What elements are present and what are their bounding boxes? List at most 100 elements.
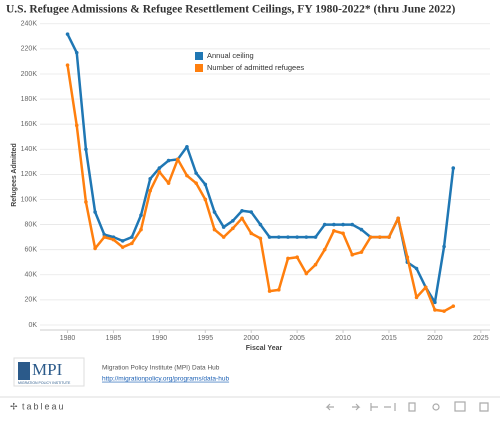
y-tick-label: 160K [21, 121, 38, 128]
x-tick-label: 1980 [60, 335, 76, 342]
y-axis-title: Refugees Admitted [11, 143, 18, 207]
legend-label: Number of admitted refugees [207, 63, 304, 72]
data-point [359, 250, 364, 254]
data-point [322, 222, 327, 227]
data-point [166, 158, 171, 163]
data-point [442, 244, 446, 249]
data-point [414, 266, 419, 271]
logo-subtext: MIGRATION POLICY INSTITUTE [18, 381, 71, 385]
legend: Annual ceiling Number of admitted refugee… [195, 51, 304, 72]
y-tick-label: 80K [25, 221, 38, 228]
data-point [166, 181, 171, 185]
data-point [322, 247, 327, 252]
data-point [332, 222, 336, 227]
logo-flag [18, 362, 30, 380]
data-point [276, 288, 281, 292]
download-button[interactable] [454, 401, 466, 412]
x-tick-label: 2020 [427, 335, 443, 342]
data-point [203, 182, 208, 187]
data-point [249, 210, 254, 214]
data-point [350, 222, 355, 227]
y-tick-label: 0K [28, 322, 37, 329]
data-point [267, 235, 272, 239]
data-point [148, 176, 153, 181]
share-button[interactable] [432, 403, 440, 411]
data-point [185, 144, 189, 149]
data-point [185, 173, 189, 178]
y-tick-label: 40K [25, 272, 38, 279]
series-line [66, 64, 454, 313]
data-point [84, 147, 88, 152]
data-point [258, 236, 263, 241]
data-point [405, 255, 410, 260]
data-point [377, 235, 382, 239]
x-tick-label: 2025 [473, 335, 489, 342]
legend-swatch [195, 52, 203, 60]
data-point [74, 50, 79, 55]
data-point [258, 222, 263, 227]
data-point [313, 235, 318, 239]
plot-area: 0K 20K 40K 60K 80K 100K 120K 140K 160K 180K 200K 22… [21, 21, 490, 342]
footer: MPI MIGRATION POLICY INSTITUTE Migration… [13, 357, 229, 387]
source-text: Migration Policy Institute (MPI) Data Hu… [102, 365, 220, 372]
data-point [65, 32, 70, 36]
chart-title: U.S. Refugee Admissions & Refugee Resett… [6, 4, 455, 16]
data-point [304, 271, 309, 276]
data-point [341, 222, 345, 227]
y-tick-label: 240K [21, 21, 38, 28]
data-point [387, 235, 391, 239]
data-point [212, 227, 217, 232]
data-point [203, 197, 208, 202]
source-link[interactable]: http://migrationpolicy.org/programs/data… [102, 376, 229, 383]
data-point [194, 171, 198, 175]
y-tick-label: 100K [21, 196, 38, 203]
data-point [332, 229, 336, 233]
data-point [350, 252, 355, 257]
x-axis-title: Fiscal Year [246, 345, 283, 352]
data-point [451, 304, 456, 308]
logo-text: MPI [32, 360, 63, 379]
data-point [111, 235, 116, 239]
toolbar: ✢ tableau [0, 396, 500, 417]
data-point [368, 235, 373, 239]
tableau-cross: ✢ [10, 401, 18, 411]
data-point [240, 208, 244, 213]
data-point [157, 170, 162, 174]
data-point [423, 285, 428, 290]
pause-button[interactable] [408, 402, 416, 412]
data-point [286, 235, 290, 239]
data-point [304, 235, 309, 239]
data-point [295, 235, 299, 239]
fullscreen-button[interactable] [479, 402, 489, 412]
data-point [249, 231, 254, 236]
y-tick-label: 120K [21, 171, 38, 178]
data-point [139, 213, 143, 217]
data-point [194, 181, 198, 185]
data-point [240, 216, 244, 221]
data-point [130, 235, 134, 239]
data-point [341, 231, 345, 236]
data-point [295, 255, 299, 260]
x-tick-label: 1995 [198, 335, 214, 342]
data-point [442, 309, 446, 313]
data-point [93, 246, 97, 251]
refresh-button[interactable] [384, 403, 396, 411]
data-point [276, 235, 281, 239]
data-point [148, 188, 153, 193]
data-point [102, 235, 107, 239]
data-point [65, 63, 70, 67]
legend-label: Annual ceiling [207, 51, 254, 60]
data-point [433, 308, 437, 312]
data-point [221, 225, 226, 229]
data-point [451, 166, 456, 170]
redo-button[interactable] [352, 403, 361, 411]
undo-button[interactable] [325, 403, 334, 411]
revert-button[interactable] [370, 403, 378, 411]
y-tick-label: 220K [21, 46, 38, 53]
x-tick-label: 1985 [106, 335, 122, 342]
data-point [396, 216, 400, 221]
data-point [267, 289, 272, 293]
y-tick-label: 20K [25, 297, 38, 304]
data-point [120, 245, 125, 249]
